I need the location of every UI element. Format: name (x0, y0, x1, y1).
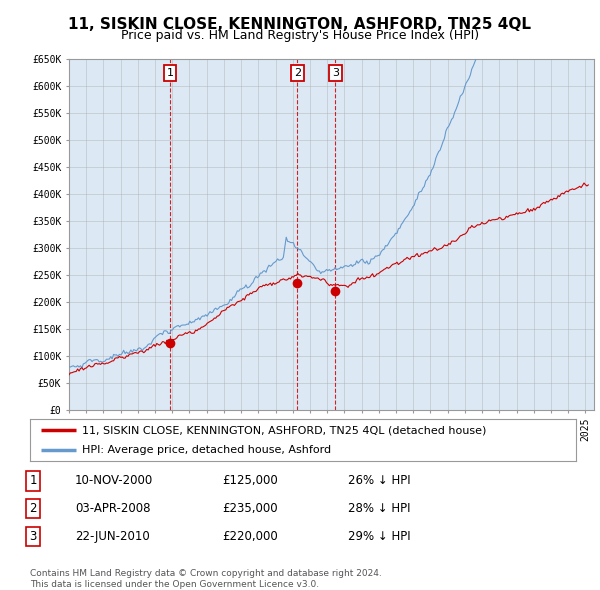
Text: 26% ↓ HPI: 26% ↓ HPI (348, 474, 410, 487)
Text: 1: 1 (29, 474, 37, 487)
Text: HPI: Average price, detached house, Ashford: HPI: Average price, detached house, Ashf… (82, 445, 331, 455)
Text: £235,000: £235,000 (222, 502, 278, 515)
Text: £125,000: £125,000 (222, 474, 278, 487)
Text: 22-JUN-2010: 22-JUN-2010 (75, 530, 150, 543)
Text: 03-APR-2008: 03-APR-2008 (75, 502, 151, 515)
Text: 2: 2 (29, 502, 37, 515)
Text: 3: 3 (29, 530, 37, 543)
Text: 1: 1 (167, 68, 173, 78)
Text: 11, SISKIN CLOSE, KENNINGTON, ASHFORD, TN25 4QL (detached house): 11, SISKIN CLOSE, KENNINGTON, ASHFORD, T… (82, 425, 486, 435)
Text: 3: 3 (332, 68, 339, 78)
Text: 10-NOV-2000: 10-NOV-2000 (75, 474, 153, 487)
Text: 2: 2 (293, 68, 301, 78)
Text: 11, SISKIN CLOSE, KENNINGTON, ASHFORD, TN25 4QL: 11, SISKIN CLOSE, KENNINGTON, ASHFORD, T… (68, 17, 532, 31)
Text: Price paid vs. HM Land Registry's House Price Index (HPI): Price paid vs. HM Land Registry's House … (121, 30, 479, 42)
Text: 29% ↓ HPI: 29% ↓ HPI (348, 530, 410, 543)
Text: £220,000: £220,000 (222, 530, 278, 543)
Text: Contains HM Land Registry data © Crown copyright and database right 2024.
This d: Contains HM Land Registry data © Crown c… (30, 569, 382, 589)
Text: 28% ↓ HPI: 28% ↓ HPI (348, 502, 410, 515)
